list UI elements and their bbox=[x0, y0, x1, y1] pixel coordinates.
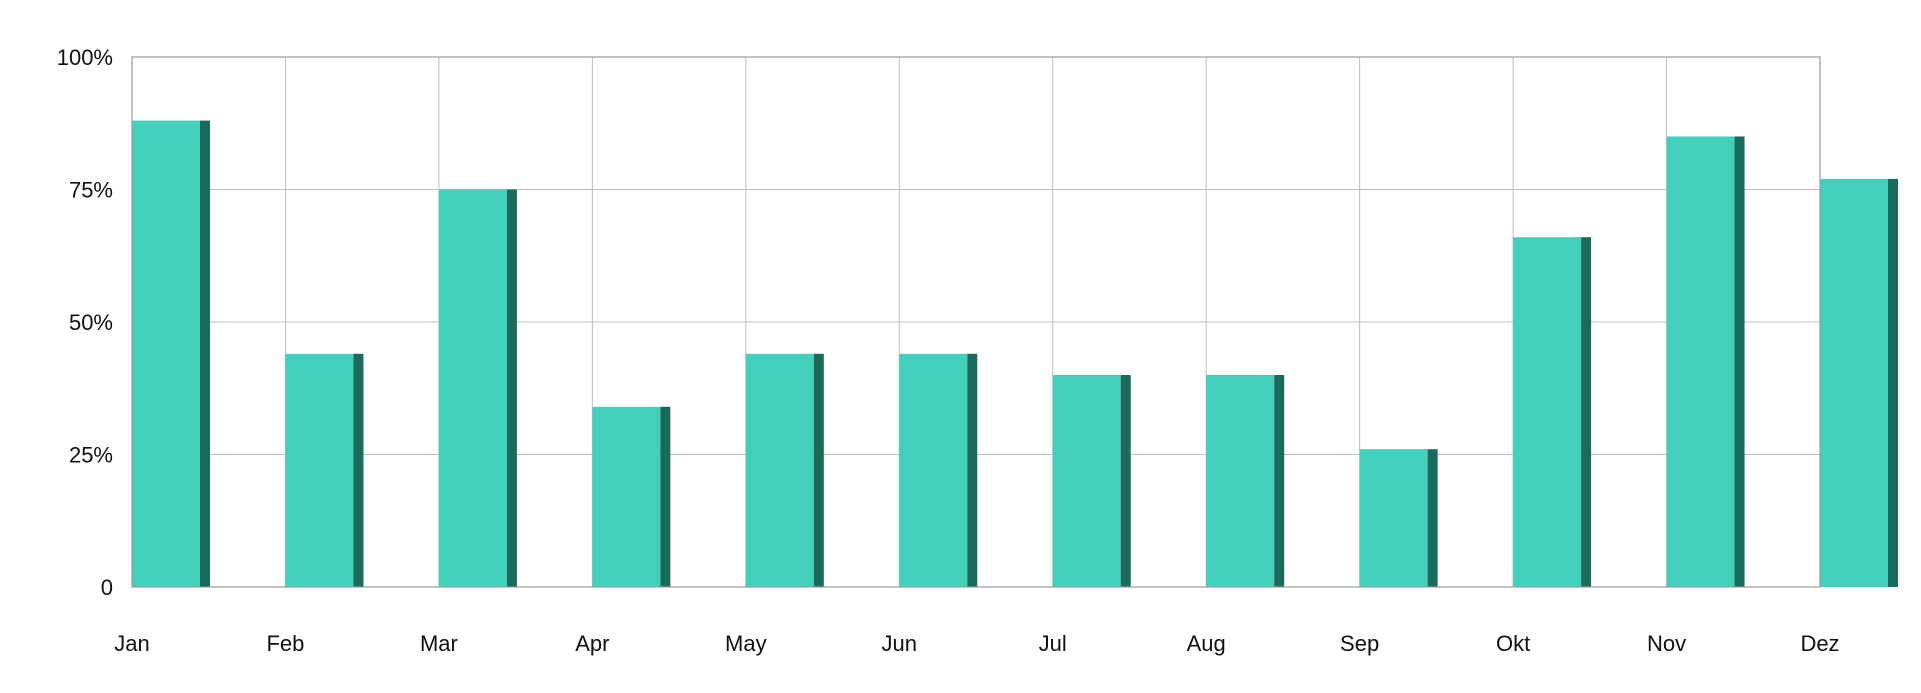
x-category-label: Apr bbox=[575, 631, 609, 656]
bar-side bbox=[353, 353, 364, 587]
x-category-label: Dez bbox=[1800, 631, 1839, 656]
bar-side bbox=[967, 353, 978, 587]
x-category-label: Jun bbox=[882, 631, 917, 656]
bar-face bbox=[132, 120, 200, 587]
bar-jan bbox=[132, 120, 210, 587]
x-category-label: Jan bbox=[114, 631, 149, 656]
x-category-label: Jul bbox=[1039, 631, 1067, 656]
x-category-label: Sep bbox=[1340, 631, 1379, 656]
bar-side bbox=[1734, 136, 1745, 587]
x-axis-category-labels: Jan Feb Mar Apr May Jun Jul Aug Sep Okt Nov Dez bbox=[114, 631, 1839, 656]
bar-face bbox=[745, 353, 814, 587]
bar-face bbox=[1666, 136, 1735, 587]
bar-jul bbox=[1052, 375, 1131, 587]
bar-side bbox=[660, 406, 671, 587]
bar-face bbox=[1513, 237, 1582, 587]
x-category-label: Feb bbox=[266, 631, 304, 656]
bar-side bbox=[506, 189, 517, 587]
x-category-label: Nov bbox=[1647, 631, 1686, 656]
y-tick-label: 75% bbox=[69, 178, 113, 203]
bar-apr bbox=[592, 406, 671, 587]
bar-side bbox=[1427, 449, 1438, 587]
bar-sep bbox=[1359, 449, 1438, 587]
bar-face bbox=[1206, 375, 1275, 587]
bar-dez bbox=[1820, 178, 1898, 587]
bar-jun bbox=[899, 353, 978, 587]
bar-face bbox=[1052, 375, 1121, 587]
plot-frame bbox=[131, 56, 1821, 588]
bar-side bbox=[1888, 178, 1898, 587]
bar-may bbox=[745, 353, 824, 587]
bar-okt bbox=[1513, 237, 1592, 587]
bar-side bbox=[813, 353, 824, 587]
y-axis-tick-labels: 0 25% 50% 75% 100% bbox=[57, 45, 113, 600]
bar-side bbox=[1120, 375, 1131, 587]
bar-face bbox=[285, 353, 354, 587]
x-category-label: May bbox=[725, 631, 767, 656]
y-tick-label: 25% bbox=[69, 443, 113, 468]
bar-face bbox=[438, 189, 507, 587]
bar-feb bbox=[285, 353, 364, 587]
bar-face bbox=[592, 406, 661, 587]
y-tick-label: 100% bbox=[57, 45, 113, 70]
bars bbox=[132, 120, 1898, 587]
bar-aug bbox=[1206, 375, 1285, 587]
bar-side bbox=[1274, 375, 1285, 587]
x-category-label: Mar bbox=[420, 631, 458, 656]
y-tick-label: 0 bbox=[101, 575, 113, 600]
bar-nov bbox=[1666, 136, 1745, 587]
bar-side bbox=[200, 120, 210, 587]
bar-face bbox=[1820, 178, 1888, 587]
bar-face bbox=[1359, 449, 1428, 587]
bar-face bbox=[899, 353, 968, 587]
bar-mar bbox=[438, 189, 517, 587]
y-tick-label: 50% bbox=[69, 310, 113, 335]
x-category-label: Okt bbox=[1496, 631, 1530, 656]
bar-side bbox=[1581, 237, 1592, 587]
x-category-label: Aug bbox=[1187, 631, 1226, 656]
